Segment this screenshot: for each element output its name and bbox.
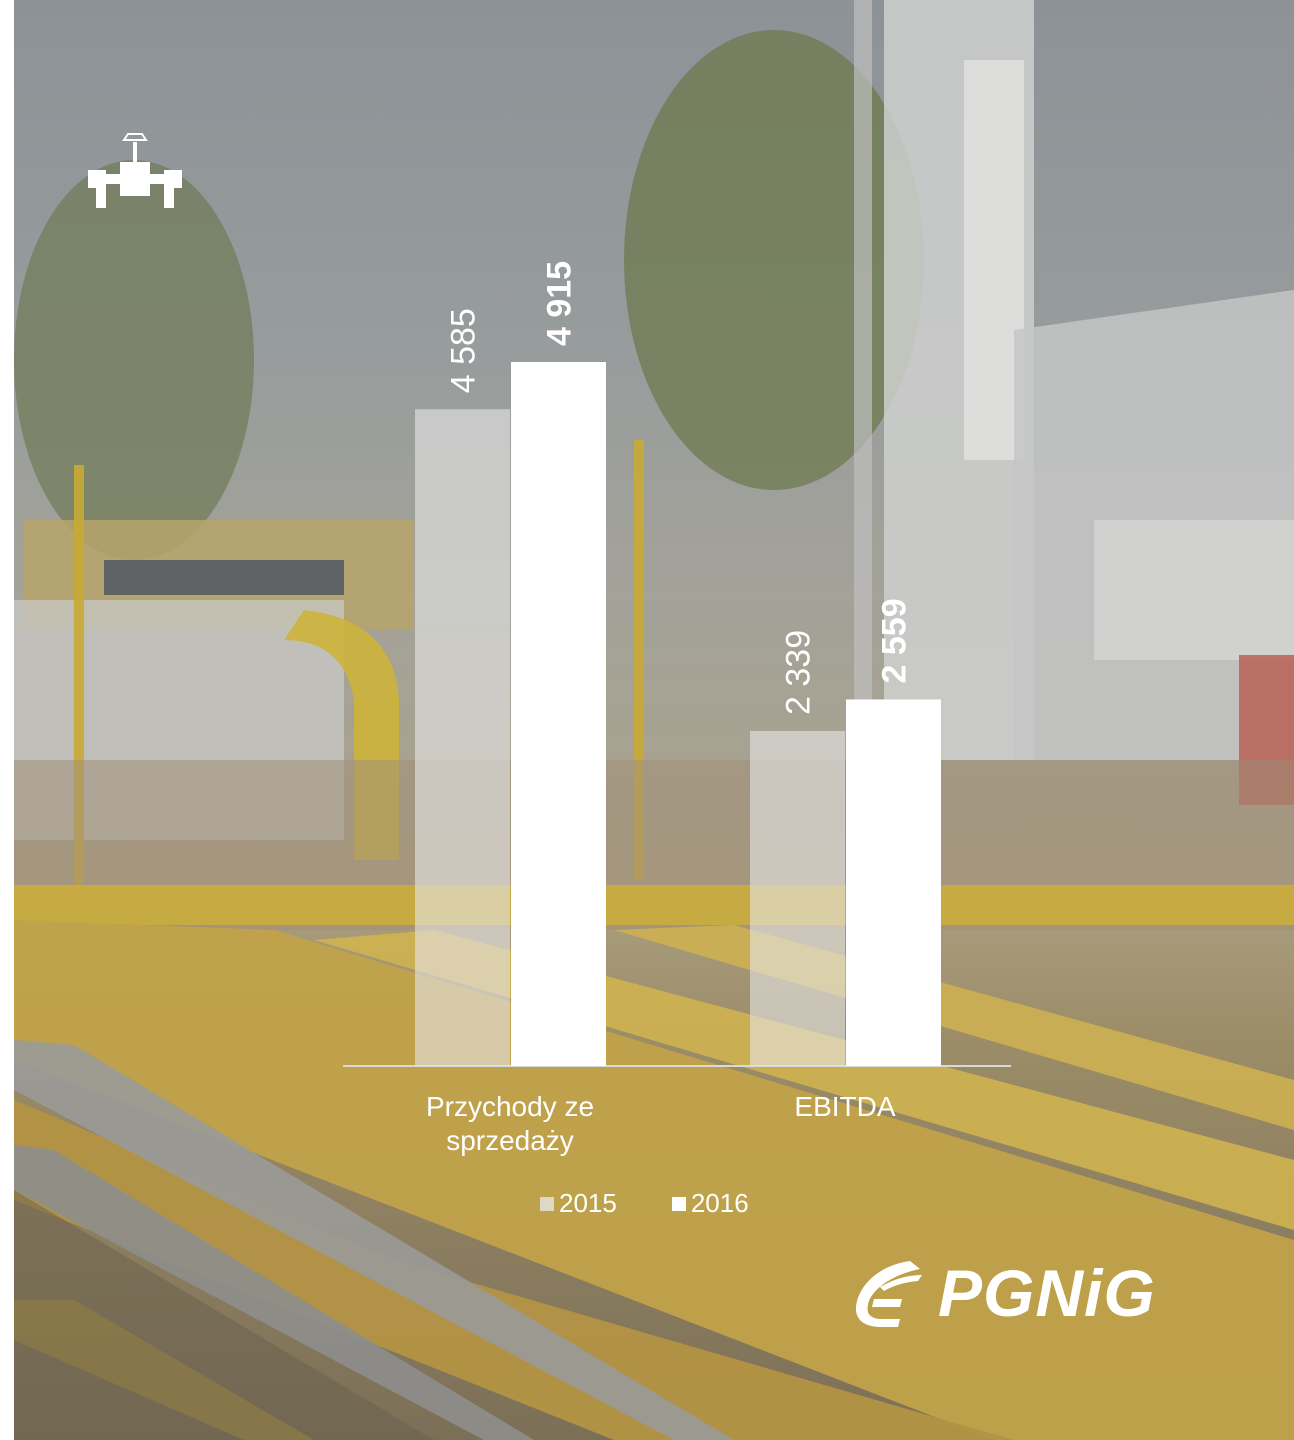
value-label-2016-1: 2 559 [876, 598, 914, 683]
legend-swatch-2015 [540, 1196, 554, 1211]
valve-icon [86, 132, 184, 217]
value-label-2016-0: 4 915 [541, 261, 579, 346]
background-photo [14, 0, 1294, 1440]
logo-text: PGNiG [938, 1256, 1156, 1330]
value-label-2015-0: 4 585 [445, 308, 483, 393]
bar-2016-1 [846, 699, 941, 1066]
flame-icon [855, 1261, 922, 1327]
legend-item-2015: 2015 [540, 1188, 617, 1219]
category-label-ebitda: EBITDA [725, 1090, 965, 1124]
bar-2015-0 [415, 409, 510, 1066]
value-label-2015-1: 2 339 [780, 630, 818, 715]
category-label-line-1: Przychody ze [425, 1091, 595, 1122]
legend-label-2016: 2016 [690, 1188, 749, 1218]
category-label-przychody: Przychody ze sprzedaży [390, 1090, 630, 1158]
chart-legend: 2015 2016 [540, 1188, 749, 1219]
pgnig-logo: PGNiG [850, 1255, 1156, 1331]
category-label-text: EBITDA [794, 1091, 896, 1122]
bar-2015-1 [750, 730, 845, 1066]
bar-2016-0 [511, 362, 606, 1066]
legend-swatch-2016 [671, 1196, 686, 1211]
legend-item-2016: 2016 [671, 1188, 749, 1219]
legend-label-2015: 2015 [559, 1188, 617, 1218]
category-label-line-2: sprzedaży [446, 1125, 574, 1156]
